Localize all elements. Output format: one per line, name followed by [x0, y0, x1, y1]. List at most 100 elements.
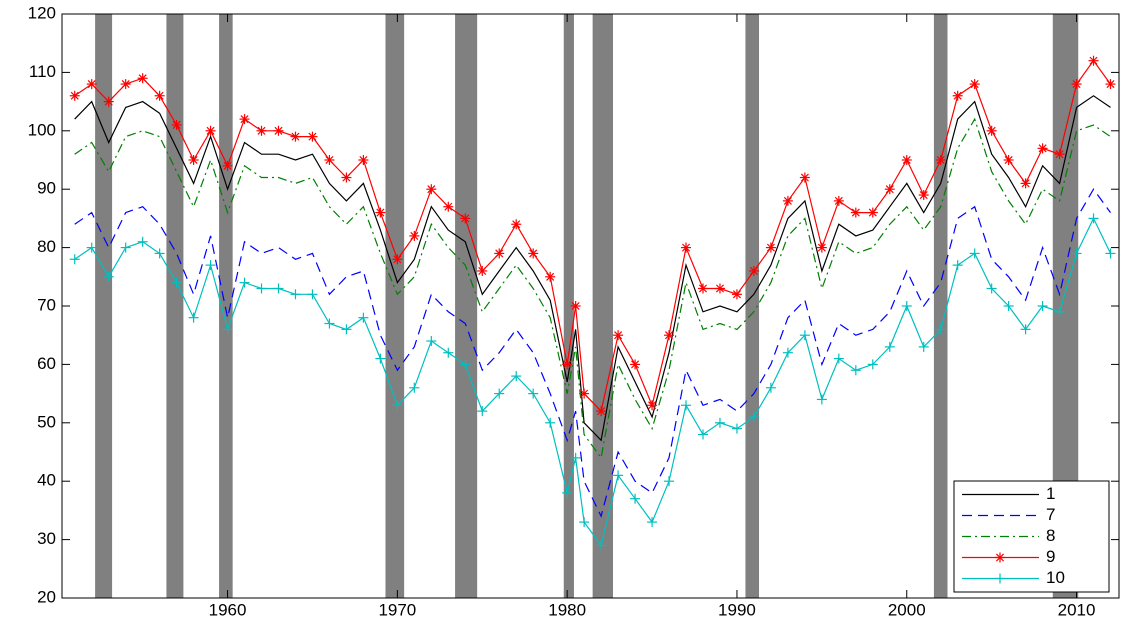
recession-band: [385, 14, 405, 598]
marker-stroke: [1106, 80, 1115, 89]
marker: [86, 79, 97, 90]
marker: [545, 417, 556, 428]
marker: [765, 382, 776, 393]
marker: [511, 219, 522, 230]
marker-stroke: [512, 220, 521, 229]
marker: [748, 411, 759, 422]
marker: [731, 289, 742, 300]
marker: [697, 283, 708, 294]
marker: [748, 265, 759, 276]
recession-band: [563, 14, 574, 598]
marker-stroke: [206, 126, 215, 135]
marker-stroke: [342, 173, 351, 182]
recession-band: [166, 14, 184, 598]
marker: [256, 125, 267, 136]
marker: [570, 301, 581, 311]
marker: [664, 476, 675, 487]
marker-stroke: [614, 331, 623, 340]
marker-stroke: [444, 202, 453, 211]
marker: [273, 125, 284, 136]
marker: [443, 347, 454, 358]
marker: [884, 341, 895, 352]
marker: [494, 248, 505, 259]
legend-marker: [995, 552, 1005, 563]
marker: [120, 242, 131, 253]
marker: [935, 155, 946, 165]
marker: [154, 90, 165, 101]
series-line: [74, 188, 1111, 518]
marker: [714, 283, 725, 294]
marker-stroke: [902, 155, 911, 165]
marker: [850, 207, 861, 218]
marker: [1020, 178, 1031, 189]
marker: [681, 400, 692, 411]
marker-stroke: [495, 249, 504, 258]
marker: [205, 260, 216, 271]
marker: [1105, 248, 1116, 259]
marker: [1003, 301, 1014, 311]
y-tick-label: 90: [37, 179, 56, 198]
marker: [935, 324, 946, 335]
marker: [647, 517, 658, 528]
marker: [664, 330, 675, 341]
marker: [1054, 149, 1065, 160]
marker: [137, 73, 148, 84]
marker-stroke: [121, 80, 130, 89]
marker-stroke: [529, 249, 538, 258]
marker: [477, 406, 488, 417]
legend-label: 10: [1046, 568, 1065, 587]
marker-stroke: [715, 284, 724, 293]
marker: [570, 452, 581, 463]
marker: [120, 79, 131, 90]
marker: [562, 359, 573, 370]
y-tick-label: 120: [28, 3, 56, 22]
marker: [867, 359, 878, 370]
marker: [969, 248, 980, 259]
marker-stroke: [580, 389, 589, 398]
marker: [969, 79, 980, 90]
marker: [205, 125, 216, 136]
marker: [901, 301, 912, 311]
marker: [901, 155, 912, 165]
marker-stroke: [698, 284, 708, 293]
marker: [562, 487, 573, 498]
marker-stroke: [1038, 144, 1047, 153]
marker: [239, 114, 250, 125]
marker: [986, 283, 997, 294]
marker-stroke: [240, 115, 249, 124]
marker: [630, 493, 641, 504]
marker: [443, 201, 454, 212]
marker: [358, 312, 369, 323]
marker: [409, 382, 420, 393]
marker: [986, 125, 997, 136]
marker: [1071, 79, 1082, 90]
marker-stroke: [87, 80, 96, 89]
marker: [647, 400, 658, 411]
y-tick-label: 110: [29, 62, 56, 81]
y-tick-label: 60: [37, 354, 56, 373]
marker: [596, 406, 607, 417]
marker: [426, 336, 437, 347]
marker: [782, 347, 793, 358]
marker: [188, 312, 199, 323]
marker: [1037, 143, 1048, 154]
marker-stroke: [274, 126, 283, 135]
marker-stroke: [172, 120, 181, 129]
y-tick-label: 40: [37, 471, 56, 490]
marker: [103, 271, 114, 282]
y-tick-label: 20: [37, 587, 56, 606]
marker: [171, 119, 182, 130]
marker: [239, 277, 250, 288]
marker-stroke: [1072, 80, 1081, 89]
marker-stroke: [70, 91, 79, 100]
marker: [69, 254, 80, 265]
marker-stroke: [817, 243, 826, 252]
marker: [1071, 248, 1082, 259]
marker-stroke: [919, 191, 928, 200]
marker: [850, 365, 861, 376]
marker: [833, 195, 844, 206]
marker: [375, 353, 386, 364]
y-tick-label: 80: [37, 237, 56, 256]
marker-stroke: [851, 208, 860, 217]
